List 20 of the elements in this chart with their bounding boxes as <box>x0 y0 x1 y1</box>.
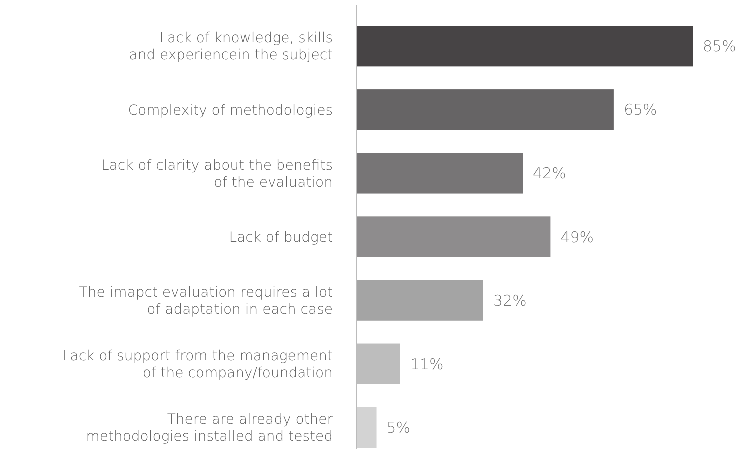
y-tick-label: Lack of knowledge, skills and experiencein the subject <box>129 30 333 64</box>
data-label: 32% <box>493 292 527 310</box>
bar <box>357 407 377 448</box>
y-tick-label: There are already other methodologies installed and tested <box>86 412 334 446</box>
y-tick-label: Complexity of methodologies <box>128 102 333 119</box>
data-label: 5% <box>386 418 411 437</box>
bar <box>357 153 524 194</box>
y-tick-label: Lack of clarity about the benefits of the evaluation <box>102 158 333 191</box>
y-tick-label: Lack of budget <box>229 230 333 246</box>
bar <box>357 280 484 321</box>
data-label: 49% <box>560 228 594 246</box>
data-label: 42% <box>533 164 566 183</box>
bar <box>357 90 614 130</box>
bar <box>357 216 551 258</box>
data-label: 11% <box>410 355 444 374</box>
data-label: 65% <box>624 101 658 120</box>
data-label: 85% <box>703 38 736 56</box>
bar <box>357 26 693 67</box>
y-tick-label: Lack of support from the management of the company/foundation <box>62 348 333 382</box>
y-tick-label: The imapct evaluation requires a lot of adaptation in each case <box>79 284 333 318</box>
